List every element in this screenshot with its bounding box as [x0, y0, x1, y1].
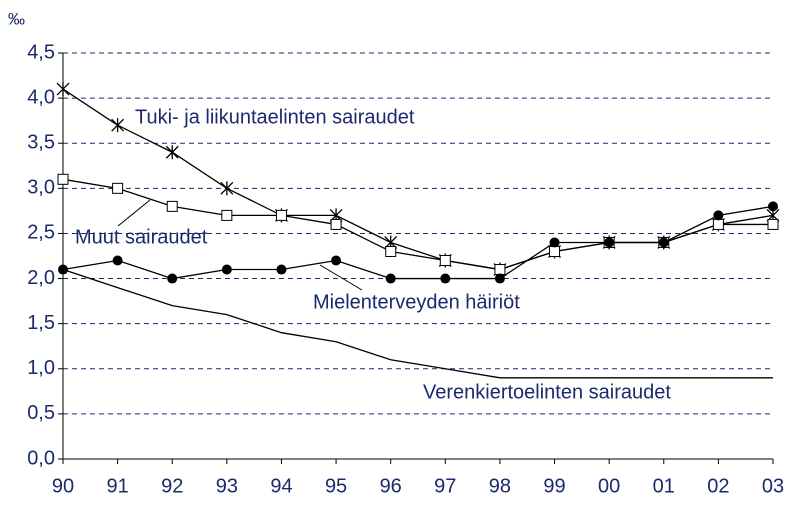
series-label: Tuki- ja liikuntaelinten sairaudet [135, 106, 415, 128]
marker [712, 218, 724, 230]
marker [713, 210, 724, 221]
marker [165, 145, 179, 160]
y-tick-label: 1,0 [27, 357, 55, 379]
y-tick-label: 1,5 [27, 312, 55, 334]
series: Mielenterveyden häiriöt [58, 201, 778, 313]
x-tick-label: 00 [598, 475, 620, 497]
y-tick-label: 0,5 [27, 402, 55, 424]
y-tick-label: 3,0 [27, 177, 55, 199]
y-tick-label: 4,5 [27, 41, 55, 63]
y-tick-label: 2,0 [27, 267, 55, 289]
series-label: Verenkiertoelinten sairaudet [423, 381, 671, 403]
x-tick-label: 99 [543, 475, 565, 497]
marker [331, 255, 342, 266]
marker [494, 273, 505, 284]
leader-line [319, 264, 363, 291]
y-tick-label: 0,0 [27, 447, 55, 469]
marker [111, 118, 125, 133]
marker [604, 237, 615, 248]
x-tick-label: 01 [653, 475, 675, 497]
series-line [62, 268, 773, 379]
x-tick-label: 98 [489, 475, 511, 497]
marker [167, 273, 178, 284]
x-tick-label: 94 [270, 475, 292, 497]
y-tick-label: 4,0 [27, 86, 55, 108]
marker [385, 273, 396, 284]
marker [276, 264, 287, 275]
marker [549, 245, 561, 257]
x-tick-label: 03 [762, 475, 784, 497]
marker [221, 209, 233, 221]
marker [439, 255, 451, 267]
marker [385, 245, 397, 257]
series-label: Muut sairaudet [75, 226, 208, 248]
marker [767, 218, 779, 230]
marker [658, 237, 669, 248]
y-axis-label: ‰ [8, 9, 25, 28]
series: Muut sairaudet [57, 173, 779, 276]
leader-line [117, 199, 151, 227]
x-tick-label: 95 [325, 475, 347, 497]
marker [494, 264, 506, 276]
x-tick-label: 96 [380, 475, 402, 497]
y-tick-label: 3,5 [27, 132, 55, 154]
y-tick-label: 2,5 [27, 222, 55, 244]
series-line [62, 205, 774, 280]
marker [768, 201, 778, 212]
marker [220, 181, 234, 196]
marker [275, 209, 287, 221]
marker [112, 182, 124, 194]
marker [166, 200, 178, 212]
x-tick-label: 97 [434, 475, 456, 497]
marker [221, 264, 232, 275]
marker [549, 237, 560, 248]
marker [56, 82, 70, 97]
marker [112, 255, 123, 266]
x-tick-label: 93 [216, 475, 238, 497]
series-label: Mielenterveyden häiriöt [313, 291, 520, 313]
series: Verenkiertoelinten sairaudet [62, 268, 773, 403]
marker [330, 218, 342, 230]
x-tick-label: 02 [707, 475, 729, 497]
marker [57, 173, 69, 185]
x-tick-label: 90 [52, 475, 74, 497]
x-tick-label: 91 [106, 475, 128, 497]
series-line [62, 178, 773, 271]
x-tick-label: 92 [161, 475, 183, 497]
marker [440, 273, 451, 284]
